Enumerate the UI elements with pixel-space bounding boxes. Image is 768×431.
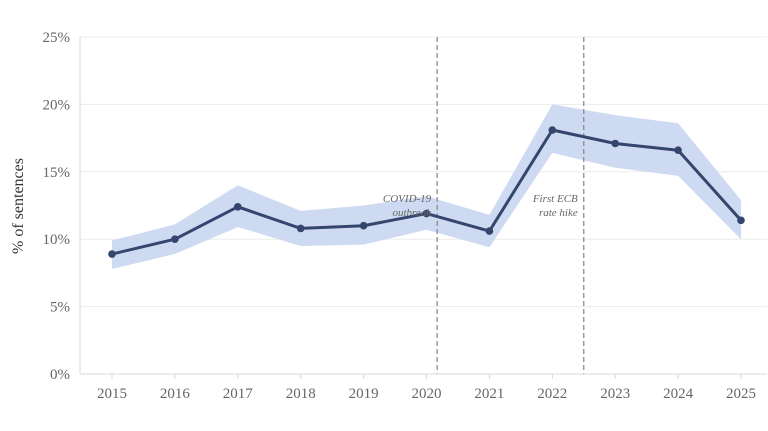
- annotation-text: First ECB: [532, 193, 578, 205]
- data-point-2015: [108, 250, 116, 258]
- annotation-text: outbreak: [392, 207, 432, 219]
- y-tick-label: 10%: [43, 232, 71, 248]
- x-tick-label: 2016: [160, 386, 191, 402]
- y-axis-title: % of sentences: [10, 158, 27, 254]
- data-point-2023: [611, 139, 619, 148]
- x-tick-label: 2017: [223, 386, 254, 402]
- x-tick-label: 2025: [726, 386, 756, 402]
- x-tick-label: 2020: [412, 386, 442, 402]
- data-point-2020: [422, 209, 431, 218]
- y-tick-label: 20%: [43, 97, 71, 113]
- x-tick-label: 2022: [537, 386, 567, 402]
- x-tick-label: 2019: [349, 386, 379, 402]
- series-points: [108, 126, 745, 258]
- data-point-2019: [359, 221, 368, 230]
- y-tick-label: 0%: [50, 367, 70, 383]
- y-tick-label: 5%: [50, 300, 70, 316]
- tick-labels: 0% 5% 10% 15% 20% 25% 2015 2016 2017 2018 2019 2020…: [43, 30, 757, 402]
- confidence-bands: [112, 104, 741, 269]
- event-lines: [436, 37, 585, 374]
- data-point-2017: [234, 203, 242, 211]
- data-point-2018: [296, 224, 305, 233]
- annotation-text: rate hike: [539, 207, 578, 219]
- x-tick-label: 2015: [97, 386, 127, 402]
- data-point-2024: [674, 146, 682, 155]
- y-tick-label: 25%: [43, 30, 71, 46]
- annotation-text: COVID-19: [383, 193, 432, 205]
- data-point-2025: [737, 216, 745, 225]
- axes: [79, 37, 767, 379]
- data-point-2016: [171, 235, 179, 243]
- x-tick-label: 2018: [286, 386, 316, 402]
- annotations: COVID-19 outbreak First ECB rate hike: [383, 193, 578, 219]
- data-point-2022: [548, 126, 557, 134]
- confidence-band-0: [112, 104, 741, 269]
- x-tick-label: 2021: [474, 386, 504, 402]
- x-tick-label: 2024: [663, 386, 694, 402]
- y-tick-label: 15%: [43, 165, 71, 181]
- x-tick-label: 2023: [600, 386, 630, 402]
- data-point-2021: [485, 227, 494, 235]
